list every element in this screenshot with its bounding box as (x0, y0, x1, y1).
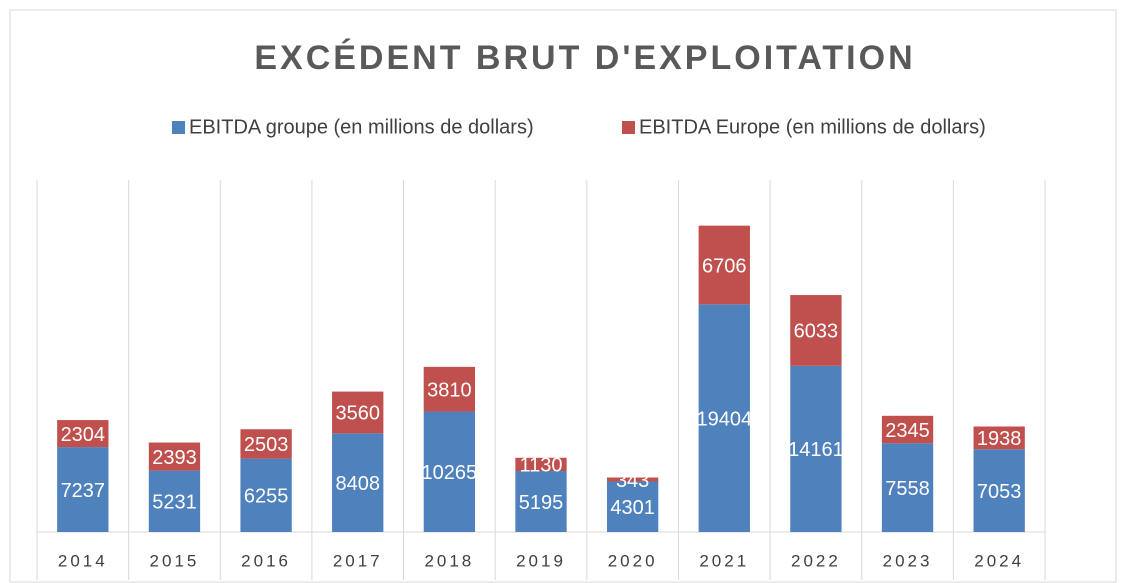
data-label: 2503 (244, 434, 289, 456)
bar-segment (57, 447, 109, 532)
x-tick-label: 2015 (150, 551, 200, 570)
bar-segment (606, 477, 659, 482)
data-label: 14161 (788, 439, 844, 461)
data-label: 1938 (977, 428, 1022, 450)
data-label: 6255 (244, 486, 289, 508)
data-label: 4301 (610, 497, 655, 519)
bar-segment (515, 471, 567, 532)
data-label: 5231 (152, 492, 197, 514)
data-label: 7237 (61, 480, 106, 502)
data-label: 6033 (794, 321, 839, 343)
legend-label: EBITDA groupe (en millions de dollars) (189, 116, 534, 138)
x-tick-label: 2022 (791, 551, 841, 570)
data-label: 2345 (885, 420, 930, 442)
bar-segment (790, 365, 842, 532)
data-label: 10265 (422, 462, 478, 484)
bar-segment (790, 295, 842, 366)
legend-label: EBITDA Europe (en millions de dollars) (639, 116, 986, 138)
bar-segment (698, 304, 750, 532)
x-tick-label: 2023 (883, 551, 933, 570)
chart-title: EXCÉDENT BRUT D'EXPLOITATION (254, 39, 915, 77)
data-label: 19404 (696, 408, 752, 430)
bar-segment (973, 449, 1025, 532)
bar-segment (332, 433, 384, 532)
data-label: 3560 (335, 403, 380, 425)
x-tick-label: 2020 (608, 551, 658, 570)
bar-segment (423, 411, 476, 532)
x-tick-label: 2019 (516, 551, 566, 570)
legend-swatch (172, 121, 185, 134)
x-tick-label: 2024 (974, 551, 1024, 570)
bar-segment (332, 391, 384, 434)
data-label: 343 (616, 470, 649, 492)
bar-segment (973, 426, 1025, 450)
bar-segment (240, 429, 292, 459)
x-tick-label: 2018 (424, 551, 474, 570)
data-label: 3810 (427, 379, 472, 401)
bar-segment (148, 470, 201, 532)
x-tick-label: 2017 (333, 551, 383, 570)
bar-segment (240, 458, 292, 532)
bar-segment (698, 225, 750, 305)
bar-segment (148, 442, 201, 471)
bar-segment (881, 415, 934, 444)
data-label: 6706 (702, 255, 747, 277)
data-label: 1130 (519, 455, 562, 477)
bar-segment (881, 443, 934, 532)
data-label: 5195 (519, 492, 564, 514)
bar-segment (515, 457, 567, 472)
data-label: 8408 (335, 473, 380, 495)
data-label: 2393 (152, 447, 197, 469)
bar-segment (423, 366, 476, 412)
bar-segment (606, 481, 659, 532)
legend-swatch (622, 121, 635, 134)
x-tick-label: 2021 (699, 551, 749, 570)
bar-segment (57, 420, 109, 448)
x-tick-label: 2016 (241, 551, 291, 570)
x-tick-label: 2014 (58, 551, 108, 570)
data-label: 2304 (61, 424, 106, 446)
data-label: 7053 (977, 481, 1022, 503)
data-label: 7558 (885, 478, 930, 500)
